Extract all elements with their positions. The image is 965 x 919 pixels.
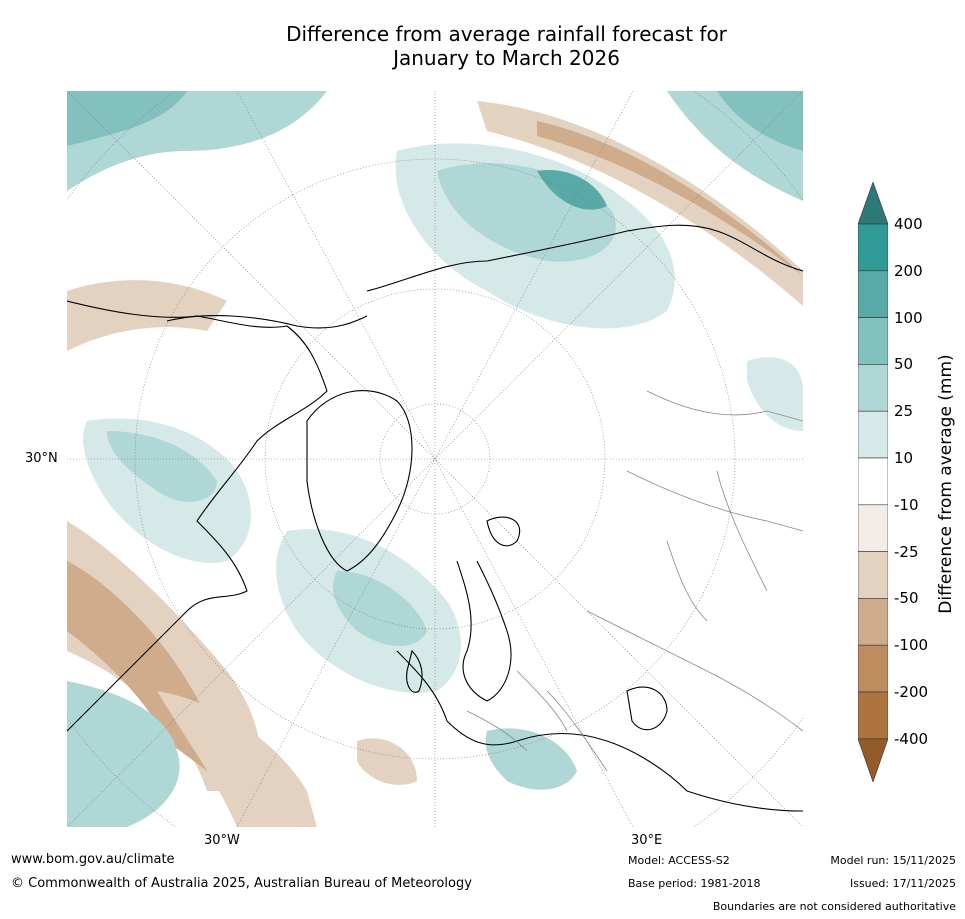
coastline-caspian — [626, 686, 668, 731]
colorbar-tick: -25 — [894, 542, 919, 561]
anomaly-wet-atlantic-core — [333, 571, 427, 646]
border — [586, 610, 803, 732]
colorbar-tick: -200 — [894, 683, 929, 701]
anomaly-wet-mediterranean — [485, 728, 577, 790]
colorbar-tick: 50 — [894, 355, 914, 374]
copyright-text: © Commonwealth of Australia 2025, Austra… — [11, 876, 472, 891]
colorbar-tick: 100 — [894, 308, 923, 327]
border — [666, 540, 708, 622]
anomaly-wet-east-pacific — [67, 681, 180, 827]
colorbar-bin — [858, 504, 888, 552]
coastline-arctic-islands — [486, 516, 521, 547]
border — [516, 670, 568, 732]
colorbar-tick: -50 — [894, 589, 919, 608]
meridian — [236, 91, 634, 827]
colorbar-label: Difference from average (mm) — [936, 354, 956, 614]
colorbar-bin — [858, 317, 888, 365]
coastlines — [67, 224, 803, 812]
colorbar-bin — [858, 457, 888, 506]
anomaly-dry-arc-core — [537, 121, 803, 276]
colorbar-bin — [858, 364, 888, 412]
colorbar — [858, 182, 888, 782]
colorbar-tick: -10 — [894, 495, 919, 514]
lon-label-30e: 30°E — [631, 833, 663, 848]
model-name: Model: ACCESS-S2 — [628, 854, 730, 867]
coastline-alaska — [166, 315, 368, 329]
rainfall-anomaly-fields — [67, 91, 803, 827]
coastline-north-america — [67, 300, 328, 732]
colorbar-tick: 200 — [894, 261, 923, 280]
coastline-siberia — [366, 224, 803, 292]
anomaly-wet-siberia-core — [537, 170, 607, 210]
colorbar-bin — [858, 551, 888, 599]
chart-title: Difference from average rainfall forecas… — [0, 22, 965, 70]
colorbar-bin — [858, 410, 888, 459]
base-period: Base period: 1981-2018 — [628, 877, 761, 890]
graticule — [67, 91, 803, 827]
map-canvas — [67, 91, 803, 827]
coastline-british-isles — [406, 649, 423, 693]
coastline-europe — [396, 650, 803, 812]
colorbar-bin — [858, 598, 888, 646]
border — [646, 390, 803, 422]
anomaly-wet-north-atlantic-core — [717, 91, 803, 151]
colorbar-bin — [858, 270, 888, 318]
anomaly-wet-central-asia — [747, 357, 803, 431]
border — [466, 710, 528, 752]
coastline-greenland — [306, 390, 413, 572]
anomaly-wet-canada-core — [107, 431, 217, 502]
colorbar-tick: -100 — [894, 636, 929, 655]
coastline-scandinavia — [456, 560, 512, 702]
latitude-circle — [134, 158, 736, 760]
anomaly-dry-bottom — [157, 691, 317, 827]
meridian — [67, 91, 803, 827]
anomaly-wet-pacific-core — [67, 91, 187, 146]
border — [546, 690, 608, 772]
bom-url[interactable]: www.bom.gov.au/climate — [11, 852, 175, 867]
border — [626, 470, 803, 532]
colorbar-tick: -400 — [894, 729, 929, 748]
issued-date: Issued: 17/11/2025 — [849, 877, 956, 890]
meridian — [67, 91, 803, 827]
border — [716, 470, 768, 592]
anomaly-dry-arc — [477, 101, 803, 306]
colorbar-tick: 400 — [894, 215, 923, 233]
colorbar-bin — [858, 644, 888, 693]
colorbar-bin — [858, 223, 888, 272]
anomaly-dry-iberia — [357, 738, 417, 785]
colorbar-tick: 25 — [894, 402, 914, 421]
title-line-1: Difference from average rainfall forecas… — [286, 22, 727, 46]
lat-label-30n: 30°N — [25, 451, 58, 466]
model-run-date: Model run: 15/11/2025 — [830, 854, 956, 867]
rainfall-map[interactable] — [67, 91, 803, 827]
colorbar-bin — [858, 691, 888, 740]
title-line-2: January to March 2026 — [393, 46, 620, 70]
colorbar-extend-max — [858, 182, 888, 225]
lon-label-30w: 30°W — [204, 833, 240, 848]
country-borders — [466, 390, 803, 772]
colorbar-tick: 10 — [894, 449, 914, 467]
colorbar-extend-min — [858, 738, 888, 782]
boundaries-note: Boundaries are not considered authoritat… — [712, 900, 956, 913]
